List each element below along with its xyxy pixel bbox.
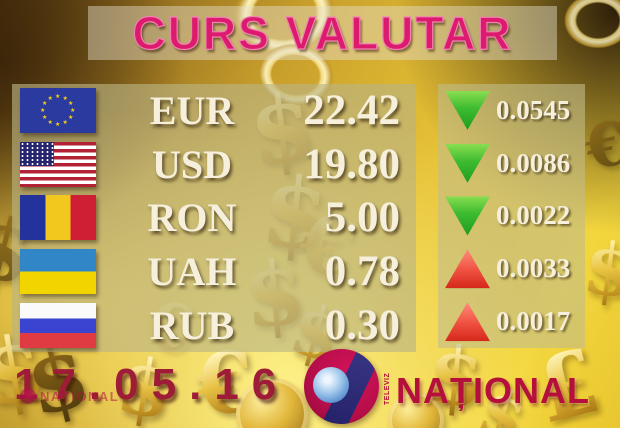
trend-down-icon	[445, 143, 490, 183]
eu-star-icon: ★	[47, 95, 53, 102]
page-title: CURS VALUTAR	[132, 6, 513, 59]
channel-watermark: NAȚIONAL	[20, 388, 119, 404]
eu-star-icon: ★	[42, 100, 48, 107]
eu-star-icon: ★	[70, 107, 76, 114]
eu-star-icon: ★	[55, 93, 61, 100]
rate-row: USD 19.80	[12, 138, 416, 192]
eu-star-icon: ★	[40, 107, 46, 114]
currency-rate-value: 0.30	[324, 301, 400, 349]
watermark-text: NAȚIONAL	[40, 388, 120, 404]
currency-rate-value: 19.80	[303, 140, 400, 188]
delta-row: 0.0086	[438, 137, 585, 190]
currency-rate-value: 0.78	[324, 248, 400, 296]
currency-rate-value: 5.00	[324, 194, 400, 242]
eu-star-icon: ★	[42, 114, 48, 121]
united-states-flag-icon	[20, 141, 96, 187]
eu-star-icon: ★	[47, 119, 53, 126]
logo-vertical-text: TELEVIZIUNEA	[384, 373, 391, 405]
logo-globe-icon	[313, 367, 349, 403]
decor-currency-symbol: €	[579, 107, 620, 184]
eu-star-icon: ★	[67, 100, 74, 107]
trend-down-icon	[445, 196, 490, 236]
national-tv-logo	[304, 349, 379, 424]
delta-value: 0.0017	[496, 306, 571, 337]
ukraine-flag-icon	[20, 249, 96, 295]
decor-currency-symbol: $	[578, 224, 620, 315]
currency-rate-value: 22.42	[303, 87, 400, 135]
decor-gold-coin	[236, 378, 308, 428]
delta-row: 0.0545	[438, 84, 585, 137]
delta-value: 0.0545	[496, 94, 571, 125]
title-banner: CURS VALUTAR	[88, 6, 557, 60]
european-union-flag-icon: ★ ★ ★ ★ ★ ★ ★ ★ ★ ★ ★ ★	[20, 88, 96, 134]
currency-code: UAH	[147, 249, 237, 295]
delta-row: 0.0022	[438, 190, 585, 243]
delta-value: 0.0086	[496, 147, 571, 178]
eu-star-icon: ★	[55, 121, 61, 128]
rate-row: RUB 0.30	[12, 298, 416, 352]
currency-code: RON	[147, 195, 237, 241]
delta-row: 0.0017	[438, 295, 585, 348]
decor-gold-ring	[556, 0, 620, 55]
trend-down-icon	[445, 90, 490, 130]
watermark-logo-icon	[20, 388, 36, 404]
eu-star-icon: ★	[62, 95, 68, 102]
currency-code: RUB	[149, 302, 235, 348]
rates-panel: ★ ★ ★ ★ ★ ★ ★ ★ ★ ★ ★ ★ EUR 22.42 USD 19.80 RON 5.0…	[12, 84, 416, 352]
romania-flag-icon	[20, 195, 96, 241]
deltas-panel: 0.0545 0.0086 0.0022 0.0033 0.0017	[438, 84, 585, 348]
rate-row: ★ ★ ★ ★ ★ ★ ★ ★ ★ ★ ★ ★ EUR 22.42	[12, 84, 416, 138]
channel-wordmark: NAȚIONAL	[396, 370, 590, 411]
date-text: 17.05.16	[14, 360, 290, 409]
trend-up-icon	[445, 302, 490, 342]
eu-star-icon: ★	[67, 114, 74, 121]
delta-value: 0.0033	[496, 253, 571, 284]
currency-code: USD	[151, 141, 233, 187]
russia-flag-icon	[20, 302, 96, 348]
rate-row: UAH 0.78	[12, 245, 416, 299]
currency-code: EUR	[149, 88, 235, 134]
delta-value: 0.0022	[496, 200, 571, 231]
rate-row: RON 5.00	[12, 191, 416, 245]
trend-up-icon	[445, 249, 490, 289]
delta-row: 0.0033	[438, 242, 585, 295]
eu-star-icon: ★	[62, 119, 68, 126]
